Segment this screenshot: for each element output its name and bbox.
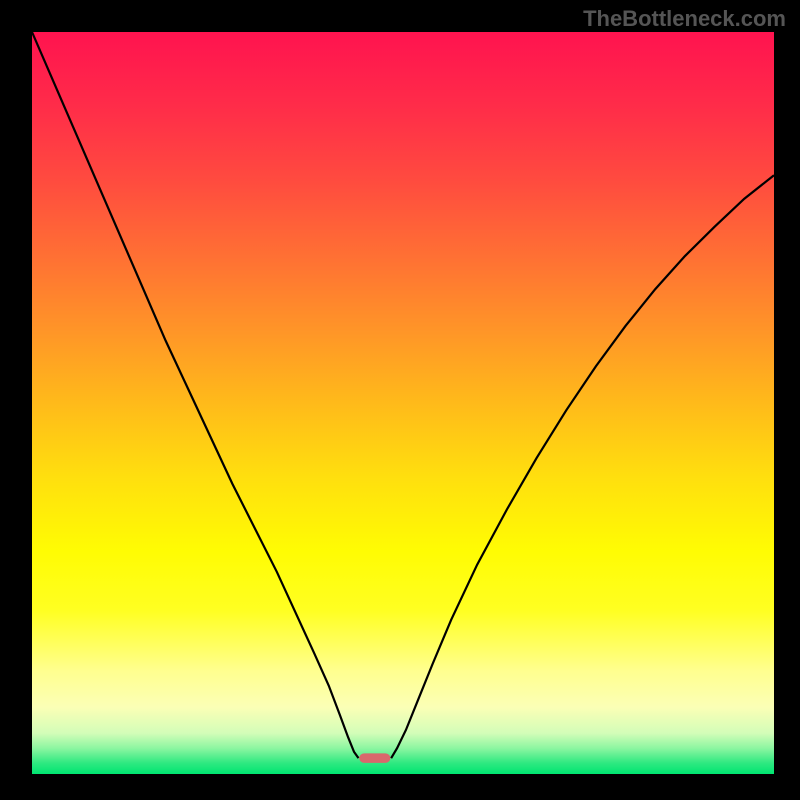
chart-container: TheBottleneck.com <box>0 0 800 800</box>
watermark-text: TheBottleneck.com <box>583 6 786 32</box>
curve-left-branch <box>32 32 358 758</box>
curve-overlay <box>0 0 800 800</box>
curve-right-branch <box>391 175 774 758</box>
bottom-marker <box>359 753 390 763</box>
